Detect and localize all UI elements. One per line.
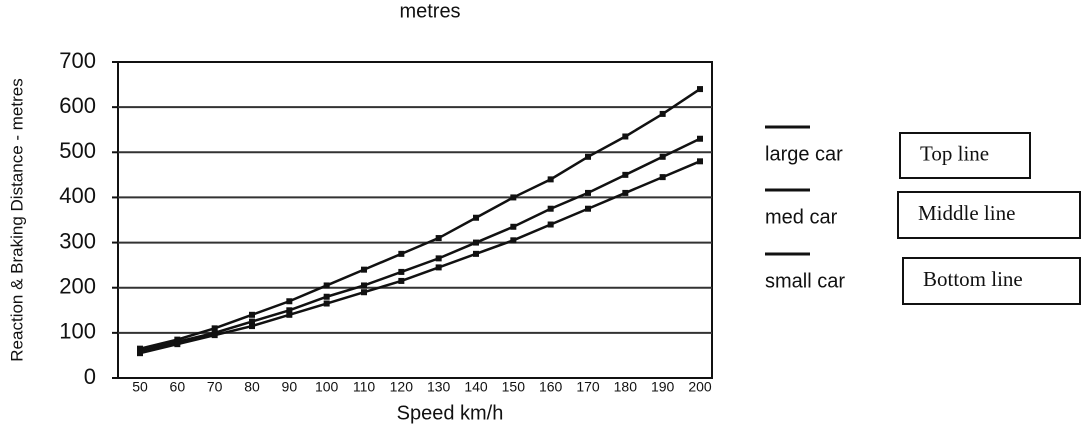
- y-axis-label: Reaction & Braking Distance - metres: [7, 78, 26, 361]
- legend-label: small car: [765, 270, 845, 292]
- point-marker: [622, 189, 629, 196]
- point-marker: [659, 174, 666, 181]
- point-marker: [323, 300, 330, 307]
- x-tick-label: 140: [464, 379, 488, 395]
- x-tick-label: 160: [539, 379, 563, 395]
- point-marker: [510, 237, 517, 244]
- x-tick-label: 60: [170, 379, 186, 395]
- point-marker: [211, 325, 218, 332]
- point-marker: [510, 194, 517, 201]
- x-tick-label: 110: [353, 379, 376, 395]
- x-tick-label: 170: [576, 379, 600, 395]
- x-tick-label: 190: [651, 379, 675, 395]
- series-line: [139, 160, 701, 355]
- point-marker: [473, 250, 479, 257]
- y-tick-label: 0: [84, 364, 96, 389]
- point-marker: [585, 153, 591, 160]
- y-tick-label: 200: [59, 274, 96, 299]
- point-marker: [435, 264, 442, 271]
- plot-frame: [117, 61, 713, 379]
- point-marker: [174, 341, 181, 348]
- series-line: [139, 88, 701, 350]
- x-tick-label: 50: [132, 379, 148, 395]
- y-tick-label: 500: [59, 138, 96, 163]
- point-marker: [398, 250, 405, 257]
- point-marker: [622, 171, 629, 178]
- point-marker: [137, 350, 143, 357]
- point-marker: [585, 189, 591, 196]
- y-tick-label: 100: [59, 319, 96, 344]
- x-tick-label: 120: [390, 379, 414, 395]
- annotation: Middle line: [918, 201, 1015, 225]
- x-tick-label: 80: [244, 379, 260, 395]
- point-marker: [622, 133, 629, 140]
- chart-title: metres: [399, 0, 460, 22]
- point-marker: [473, 214, 479, 221]
- point-marker: [435, 235, 442, 242]
- y-tick-label: 300: [59, 228, 96, 253]
- annotation: Top line: [920, 141, 989, 165]
- point-marker: [435, 255, 442, 262]
- point-marker: [547, 221, 554, 228]
- annotation-box: [902, 257, 1081, 305]
- point-marker: [211, 332, 218, 339]
- point-marker: [361, 266, 367, 273]
- annotation-box: [899, 132, 1031, 179]
- point-marker: [659, 153, 666, 160]
- point-marker: [398, 268, 405, 275]
- x-tick-label: 90: [282, 379, 298, 395]
- x-tick-label: 70: [207, 379, 223, 395]
- series-line: [139, 137, 701, 353]
- x-tick-label: 130: [427, 379, 451, 395]
- point-marker: [398, 277, 405, 284]
- annotation: Bottom line: [923, 267, 1023, 291]
- x-tick-label: 200: [688, 379, 712, 395]
- point-marker: [249, 318, 255, 325]
- y-tick-label: 700: [59, 48, 96, 73]
- y-tick-label: 600: [59, 93, 96, 118]
- x-tick-label: 150: [502, 379, 526, 395]
- legend-label: large car: [765, 143, 843, 165]
- point-marker: [697, 135, 703, 142]
- point-marker: [361, 282, 367, 289]
- point-marker: [547, 205, 554, 212]
- x-tick-label: 100: [315, 379, 339, 395]
- point-marker: [286, 307, 293, 314]
- point-marker: [323, 293, 330, 300]
- point-marker: [323, 282, 330, 289]
- x-tick-label: 180: [614, 379, 638, 395]
- point-marker: [361, 289, 367, 296]
- point-marker: [659, 110, 666, 117]
- point-marker: [249, 311, 255, 318]
- y-tick-label: 400: [59, 183, 96, 208]
- point-marker: [473, 239, 479, 246]
- x-axis-label: Speed km/h: [397, 402, 504, 424]
- point-marker: [286, 311, 293, 318]
- point-marker: [547, 176, 554, 183]
- point-marker: [249, 323, 255, 330]
- point-marker: [585, 205, 591, 212]
- point-marker: [697, 86, 703, 93]
- point-marker: [510, 223, 517, 230]
- point-marker: [286, 298, 293, 305]
- annotation-box: [897, 191, 1081, 239]
- legend-label: med car: [765, 206, 838, 228]
- point-marker: [697, 158, 703, 165]
